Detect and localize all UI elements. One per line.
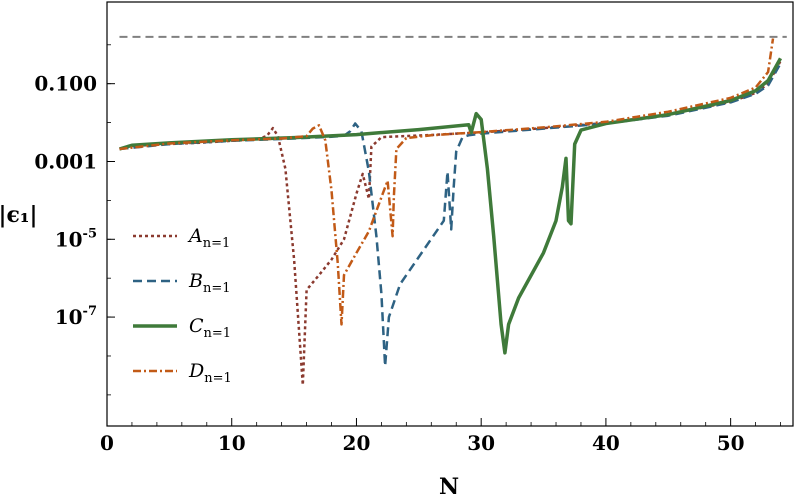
x-axis-title: N [439,474,459,498]
series-layer [118,38,783,387]
x-tick-label: 40 [592,431,620,455]
legend-label-b: Bn=1 [188,270,231,296]
plot-frame [106,1,794,427]
x-tick-label: 0 [100,431,114,455]
x-tick-label: 20 [343,431,371,455]
legend: An=1 Bn=1 Cn=1 Dn=1 [133,225,232,386]
legend-label-a: An=1 [187,225,230,251]
x-tick-label: 10 [218,431,246,455]
x-tick-label: 30 [467,431,495,455]
y-tick-label: 10-7 [55,304,97,329]
legend-label-d: Dn=1 [188,360,232,386]
y-tick-label: 0.001 [34,149,97,173]
y-axis-title: |ϵ₁| [0,202,38,228]
series-d-line [119,38,775,326]
x-tick-label: 50 [717,431,745,455]
x-axis-ticks: 0 10 20 30 40 50 [100,418,781,455]
y-tick-label: 0.100 [34,72,97,96]
y-tick-label: 10-5 [55,226,97,251]
y-axis-ticks: 0.100 0.001 10-5 10-7 [34,44,115,396]
legend-label-c: Cn=1 [189,315,231,341]
series-c-line [118,57,783,355]
